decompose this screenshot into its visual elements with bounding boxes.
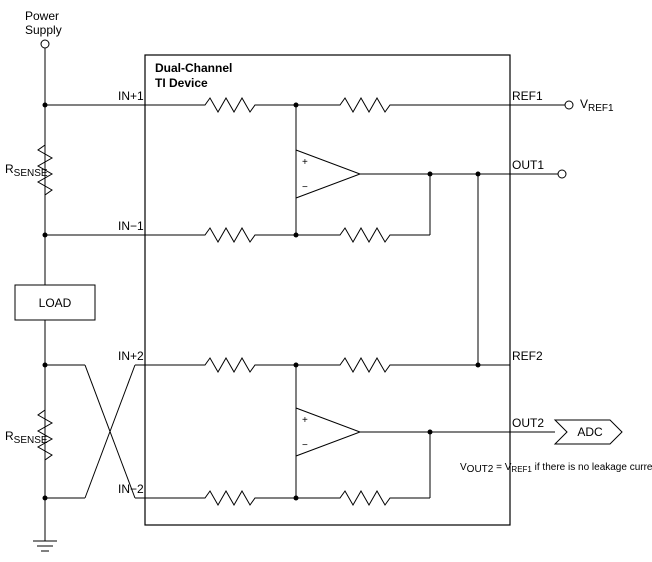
in-p2-label: IN+2: [118, 349, 144, 363]
r-in-p2b: [330, 358, 400, 372]
out1-label: OUT1: [512, 158, 544, 172]
r-fb1: [330, 228, 400, 242]
in-p1-label: IN+1: [118, 89, 144, 103]
in-n2-label: IN−2: [118, 482, 144, 496]
opamp1-minus: −: [302, 182, 308, 193]
vref1-terminal: [565, 101, 573, 109]
out2-label: OUT2: [512, 416, 544, 430]
opamp2-plus: +: [302, 415, 308, 426]
r-in-p1a: [195, 98, 265, 112]
r-in-p1b: [330, 98, 400, 112]
node: [476, 363, 481, 368]
note-text: VOUT2 = VREF1 if there is no leakage cur…: [460, 462, 652, 475]
adc-label: ADC: [577, 425, 603, 439]
in-n1-label: IN−1: [118, 219, 144, 233]
device-title-2: TI Device: [155, 76, 208, 90]
device-title-1: Dual-Channel: [155, 61, 232, 75]
ref1-label: REF1: [512, 89, 543, 103]
power-label-2: Supply: [25, 23, 62, 37]
opamp1-plus: +: [302, 157, 308, 168]
r-in-n1a: [195, 228, 265, 242]
opamp2-minus: −: [302, 440, 308, 451]
rsense2-label: RSENSE: [5, 429, 48, 446]
out1-terminal: [558, 170, 566, 178]
r-fb2: [330, 491, 400, 505]
ref2-label: REF2: [512, 349, 543, 363]
r-in-n2a: [195, 491, 265, 505]
load-label: LOAD: [39, 296, 72, 310]
power-label-1: Power: [25, 9, 59, 23]
device-box: [145, 55, 510, 525]
power-terminal: [41, 40, 49, 48]
vref1-text: VREF1: [580, 97, 614, 114]
r-in-p2a: [195, 358, 265, 372]
